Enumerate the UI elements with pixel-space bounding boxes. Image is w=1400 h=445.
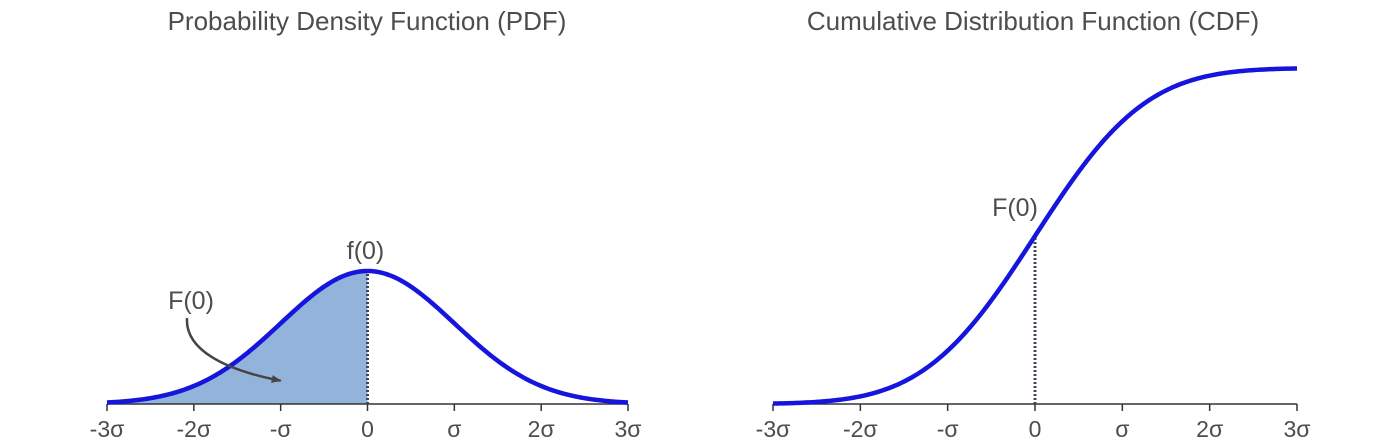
- x-tick-label: 2σ: [1196, 416, 1223, 442]
- x-tick-label: -3σ: [756, 416, 791, 442]
- x-tick-label: -σ: [937, 416, 959, 442]
- x-tick-label: 0: [1029, 416, 1042, 442]
- x-tick-label: 3σ: [1284, 416, 1311, 442]
- x-tick-label: -σ: [270, 416, 292, 442]
- cdf-curve: [772, 66, 1298, 406]
- pdf-peak-label: f(0): [347, 237, 385, 265]
- x-tick-label: -3σ: [90, 416, 125, 442]
- x-tick-label: -2σ: [843, 416, 878, 442]
- pdf-curve: [106, 268, 629, 405]
- cdf-title: Cumulative Distribution Function (CDF): [807, 6, 1259, 36]
- pdf-title: Probability Density Function (PDF): [168, 6, 567, 36]
- x-tick-label: 2σ: [528, 416, 555, 442]
- x-tick-label: 0: [361, 416, 374, 442]
- pdf-x-ticks: -3σ -2σ -σ 0 σ 2σ 3σ: [90, 404, 642, 442]
- pdf-shaded-area: [107, 271, 368, 404]
- pdf-chart: Probability Density Function (PDF) -3σ -2…: [90, 6, 642, 442]
- x-tick-label: σ: [447, 416, 461, 442]
- cdf-chart: Cumulative Distribution Function (CDF) -…: [756, 6, 1311, 442]
- cdf-x-ticks: -3σ -2σ -σ 0 σ 2σ 3σ: [756, 404, 1311, 442]
- cdf-point-label: F(0): [992, 194, 1038, 222]
- x-tick-label: σ: [1115, 416, 1129, 442]
- x-tick-label: 3σ: [615, 416, 642, 442]
- x-tick-label: -2σ: [177, 416, 212, 442]
- pdf-area-arrow: [185, 317, 282, 383]
- pdf-area-label: F(0): [168, 287, 214, 315]
